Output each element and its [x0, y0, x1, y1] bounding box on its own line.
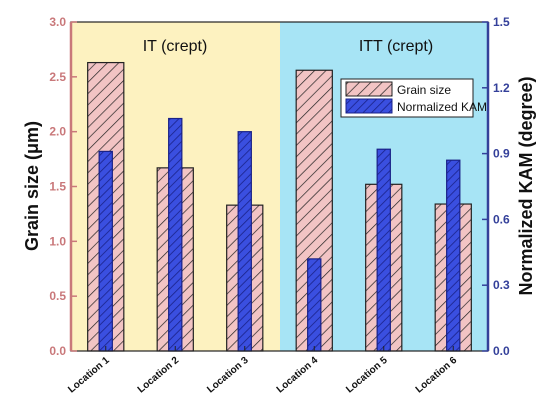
x-tick-label: Location 1	[66, 355, 112, 396]
bar-normalized-kam	[98, 150, 113, 352]
region-label-it: IT (crept)	[143, 38, 208, 55]
y-tick-right-label: 1.5	[493, 15, 510, 29]
left-ticks: 0.0 0.5 1.0 1.5 2.0 2.5 3.0	[49, 15, 77, 358]
x-tick-label: Location 6	[414, 355, 460, 396]
y-tick-right-label: 0.3	[493, 278, 510, 292]
y-tick-left-label: 1.5	[49, 180, 66, 194]
region-label-itt: ITT (crept)	[359, 38, 433, 55]
right-ticks: 0.0 0.3 0.6 0.9 1.2 1.5	[482, 15, 510, 358]
y-tick-left-label: 2.5	[49, 70, 66, 84]
x-tick-label: Location 5	[344, 355, 390, 396]
x-tick-label: Location 3	[205, 355, 251, 396]
bar-normalized-kam	[376, 148, 391, 352]
legend-swatch-grain-size	[345, 81, 393, 97]
y-tick-right-label: 0.0	[493, 344, 510, 358]
x-tick-label: Location 4	[275, 355, 321, 396]
x-ticks: Location 1 Location 2 Location 3 Location 4…	[66, 346, 460, 396]
bars	[87, 61, 472, 352]
legend: Grain size Normalized KAM	[340, 78, 487, 118]
y-tick-left-label: 2.0	[49, 125, 66, 139]
y-tick-right-label: 0.6	[493, 212, 510, 226]
bar-normalized-kam	[446, 159, 461, 352]
y-tick-right-label: 0.9	[493, 147, 510, 161]
y-axis-label-right: Normalized KAM (degree)	[516, 76, 536, 295]
y-tick-left-label: 1.0	[49, 234, 66, 248]
y-tick-left-label: 0.0	[49, 344, 66, 358]
legend-label-normalized-kam: Normalized KAM	[397, 100, 487, 114]
bar-normalized-kam	[168, 117, 183, 352]
y-axis-label-left: Grain size (μm)	[22, 121, 42, 251]
bar-normalized-kam	[307, 258, 322, 352]
legend-label-grain-size: Grain size	[397, 83, 451, 97]
x-tick-label: Location 2	[136, 355, 182, 396]
legend-swatch-normalized-kam	[345, 98, 393, 114]
bar-normalized-kam	[237, 131, 252, 352]
y-tick-left-label: 0.5	[49, 289, 66, 303]
y-tick-left-label: 3.0	[49, 15, 66, 29]
y-tick-right-label: 1.2	[493, 81, 510, 95]
